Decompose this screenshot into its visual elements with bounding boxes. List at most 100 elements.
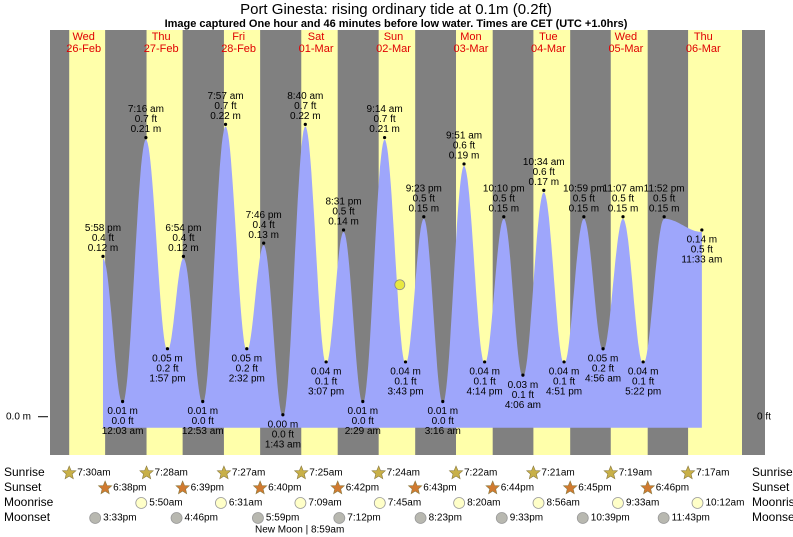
tide-label: 11:52 pm [644,183,685,194]
tide-label: 7:57 am [207,91,243,102]
event-row-label: Moonrise [752,495,793,509]
tide-point [562,360,566,364]
event-row-label: Sunrise [4,465,45,479]
event-icon [612,497,624,509]
y2-tick-label: 0 ft [757,411,771,422]
tide-label: 0.5 ft [332,207,354,218]
event-icon [414,512,427,524]
tide-point [245,347,249,351]
tide-label: 3:07 pm [308,387,344,398]
tide-label: 9:51 am [446,131,482,142]
tide-label: 0.04 m [311,367,342,378]
tide-point [181,254,186,258]
date-label: 02-Mar [376,43,411,55]
event-icon [294,497,307,509]
tide-label: 0.13 m [248,230,279,241]
tide-label: 0.1 ft [553,377,575,388]
tide-point [303,122,307,126]
tide-point [281,413,285,417]
tide-label: 5:58 pm [85,223,121,234]
tide-label: 4:14 pm [467,387,503,398]
weekday-label: Thu [694,31,713,43]
tide-label: 1:43 am [265,439,301,450]
tide-point [582,215,586,219]
event-time: 6:31am [229,498,262,509]
event-time: 11:43pm [672,513,710,524]
tide-label: 0.04 m [628,367,659,378]
tide-label: 7:46 pm [246,210,282,221]
event-time: 10:12am [705,498,744,509]
tide-label: 0.1 ft [394,377,416,388]
tide-label: 11:07 am [603,183,644,194]
tide-label: 0.05 m [232,353,263,364]
event-time: 6:43pm [423,483,456,494]
tide-label: 1:57 pm [149,373,185,384]
event-time: 7:21am [541,468,574,479]
event-icon [562,480,578,495]
tide-point [542,188,546,192]
event-time: 6:39pm [191,483,224,494]
tide-label: 2:32 pm [229,373,265,384]
tide-label: 0.00 m [268,419,299,430]
tide-label: 0.2 ft [592,363,614,374]
tide-label: 11:33 am [681,255,722,266]
event-time: 7:45am [388,498,421,509]
event-icon [135,497,148,509]
event-icon [495,512,508,524]
event-time: 7:28am [155,468,188,479]
event-icon [485,480,501,495]
tide-label: 10:34 am [523,157,565,168]
tide-label: 8:31 pm [325,197,361,208]
event-icon [293,465,309,480]
tide-point [382,135,387,140]
tide-label: 0.01 m [107,406,138,417]
weekday-label: Thu [152,31,171,43]
event-time: 7:19am [619,468,652,479]
tide-label: 4:51 pm [546,387,582,398]
tide-label: 0.05 m [152,353,183,364]
event-time: 8:20am [467,498,500,509]
tide-label: 12:53 am [182,426,224,437]
event-time: 10:39pm [591,513,630,524]
event-time: 5:59pm [266,513,299,524]
tide-label: 10:10 pm [483,183,525,194]
event-time: 7:30am [77,468,110,479]
tide-label: 9:14 am [367,104,403,115]
event-icon [576,512,589,524]
weekday-label: Mon [460,31,481,43]
event-icon [373,497,386,509]
tide-label: 0.19 m [449,151,480,162]
event-icon [215,497,227,509]
event-time: 6:44pm [501,483,534,494]
event-icon [61,465,77,480]
weekday-label: Wed [615,31,637,43]
tide-point [621,215,625,219]
tide-label: 0.15 m [409,203,440,214]
moon-phase: New Moon | 8:59am [255,525,344,536]
tide-label: 0.7 ft [135,114,157,125]
tide-label: 0.15 m [488,203,519,214]
event-icon [525,465,541,480]
tide-label: 0.03 m [508,380,539,391]
tide-point [483,360,487,364]
event-time: 7:12pm [347,513,380,524]
event-icon [640,480,656,495]
tide-label: 0.5 ft [612,193,634,204]
chart-subtitle: Image captured One hour and 46 minutes b… [165,18,628,30]
event-icon [333,512,346,524]
event-time: 8:56am [547,498,580,509]
tide-point [502,215,506,219]
tide-label: 0.0 ft [192,416,214,427]
weekday-label: Fri [232,31,245,43]
event-icon [252,480,268,495]
event-icon [216,465,232,480]
tide-label: 0.0 ft [352,416,374,427]
event-icon [175,480,191,495]
tide-label: 0.6 ft [453,141,475,152]
event-row-label: Moonset [752,510,793,524]
event-time: 6:45pm [578,483,611,494]
tide-point [324,360,328,364]
tide-label: 0.4 ft [253,220,275,231]
tide-label: 0.15 m [608,203,639,214]
